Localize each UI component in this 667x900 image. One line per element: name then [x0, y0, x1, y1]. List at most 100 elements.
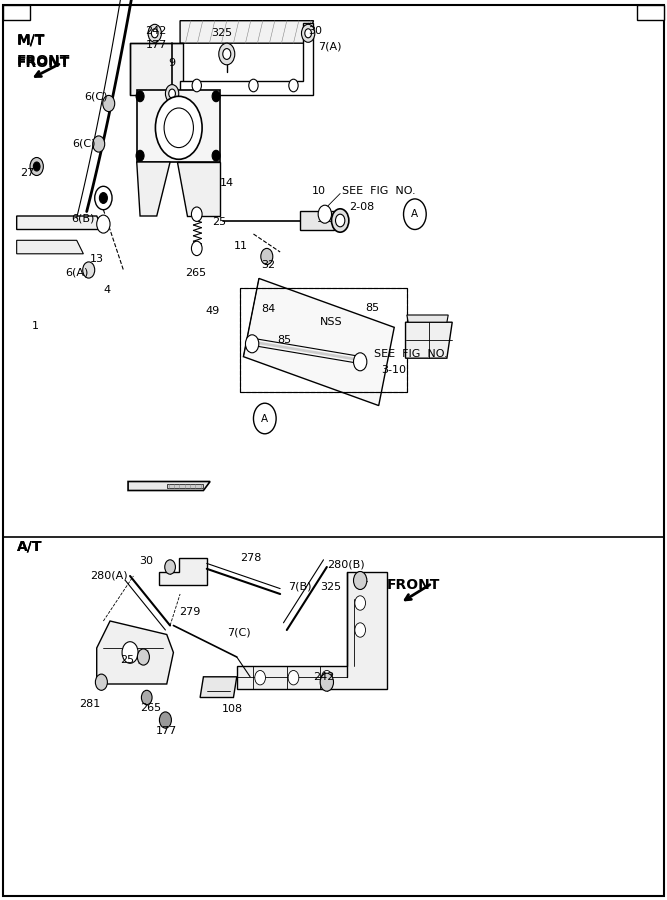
Text: 10: 10	[312, 185, 326, 196]
Circle shape	[223, 49, 231, 59]
Text: 1: 1	[31, 320, 38, 331]
Polygon shape	[137, 90, 220, 162]
Text: 6(B): 6(B)	[71, 213, 95, 224]
Circle shape	[30, 158, 43, 176]
Polygon shape	[167, 484, 203, 488]
Polygon shape	[180, 22, 313, 94]
Polygon shape	[406, 322, 452, 358]
Text: 279: 279	[179, 607, 200, 617]
Text: M/T: M/T	[17, 32, 45, 47]
Circle shape	[99, 193, 107, 203]
Text: 265: 265	[140, 703, 161, 714]
Circle shape	[404, 199, 426, 230]
Bar	[3, 4, 30, 20]
Text: 25: 25	[212, 217, 226, 228]
Bar	[637, 4, 664, 20]
Text: 27: 27	[20, 167, 34, 178]
Polygon shape	[300, 211, 334, 230]
Text: 84: 84	[261, 303, 275, 314]
Text: 325: 325	[320, 581, 342, 592]
Text: 32: 32	[261, 260, 275, 271]
Text: 242: 242	[145, 26, 167, 37]
Polygon shape	[17, 240, 83, 254]
Text: 265: 265	[185, 267, 207, 278]
Text: 14: 14	[220, 177, 234, 188]
Circle shape	[141, 690, 152, 705]
Text: FRONT: FRONT	[387, 578, 440, 592]
Text: 13: 13	[89, 254, 103, 265]
Text: 25: 25	[120, 654, 134, 665]
Text: SEE  FIG  NO.: SEE FIG NO.	[342, 185, 415, 196]
Circle shape	[148, 24, 161, 42]
Circle shape	[318, 205, 331, 223]
Text: 3-10: 3-10	[382, 364, 406, 375]
Circle shape	[136, 150, 144, 161]
Text: NSS: NSS	[320, 317, 343, 328]
Polygon shape	[130, 43, 183, 94]
Circle shape	[93, 136, 105, 152]
Circle shape	[261, 248, 273, 265]
Text: 278: 278	[240, 553, 261, 563]
Text: 7(A): 7(A)	[318, 41, 342, 52]
Text: FRONT: FRONT	[17, 54, 70, 68]
Circle shape	[355, 596, 366, 610]
Circle shape	[249, 79, 258, 92]
Circle shape	[164, 108, 193, 148]
Circle shape	[95, 674, 107, 690]
Text: 11: 11	[233, 240, 247, 251]
Circle shape	[212, 150, 220, 161]
Polygon shape	[137, 162, 170, 216]
Text: A/T: A/T	[17, 539, 42, 554]
Circle shape	[192, 79, 201, 92]
Circle shape	[169, 89, 175, 98]
Text: 9: 9	[168, 58, 175, 68]
Circle shape	[95, 186, 112, 210]
Polygon shape	[237, 572, 387, 688]
Circle shape	[33, 162, 40, 171]
Circle shape	[212, 91, 220, 102]
Polygon shape	[17, 216, 103, 230]
Circle shape	[159, 712, 171, 728]
Text: FRONT: FRONT	[17, 56, 70, 70]
Text: SEE  FIG  NO.: SEE FIG NO.	[374, 348, 447, 359]
Circle shape	[245, 335, 259, 353]
Text: 4: 4	[103, 284, 111, 295]
Polygon shape	[177, 162, 220, 216]
Text: 7(C): 7(C)	[227, 627, 250, 638]
Circle shape	[165, 560, 175, 574]
Text: 177: 177	[145, 40, 167, 50]
Polygon shape	[159, 558, 207, 585]
Text: 30: 30	[139, 555, 153, 566]
Circle shape	[83, 262, 95, 278]
Text: 6(A): 6(A)	[65, 267, 89, 278]
Text: 280(A): 280(A)	[90, 571, 127, 581]
Circle shape	[97, 215, 110, 233]
Text: 85: 85	[277, 335, 291, 346]
Text: 281: 281	[79, 698, 100, 709]
Circle shape	[336, 214, 345, 227]
Circle shape	[289, 79, 298, 92]
Circle shape	[165, 85, 179, 103]
Circle shape	[305, 29, 311, 38]
Text: A: A	[412, 209, 418, 220]
Text: 325: 325	[211, 28, 232, 39]
Circle shape	[137, 649, 149, 665]
Text: 30: 30	[308, 25, 322, 36]
Polygon shape	[180, 21, 313, 43]
Text: M/T: M/T	[17, 33, 45, 48]
Circle shape	[354, 572, 367, 590]
Circle shape	[191, 207, 202, 221]
Circle shape	[122, 642, 138, 663]
Circle shape	[355, 623, 366, 637]
Text: 2-08: 2-08	[349, 202, 374, 212]
Circle shape	[219, 43, 235, 65]
Circle shape	[191, 241, 202, 256]
Text: 7(B): 7(B)	[288, 581, 311, 592]
Circle shape	[155, 96, 202, 159]
Circle shape	[103, 95, 115, 112]
Circle shape	[288, 670, 299, 685]
Circle shape	[151, 29, 158, 38]
Circle shape	[320, 673, 334, 691]
Text: 6(C): 6(C)	[84, 91, 107, 102]
Text: 242: 242	[313, 671, 335, 682]
